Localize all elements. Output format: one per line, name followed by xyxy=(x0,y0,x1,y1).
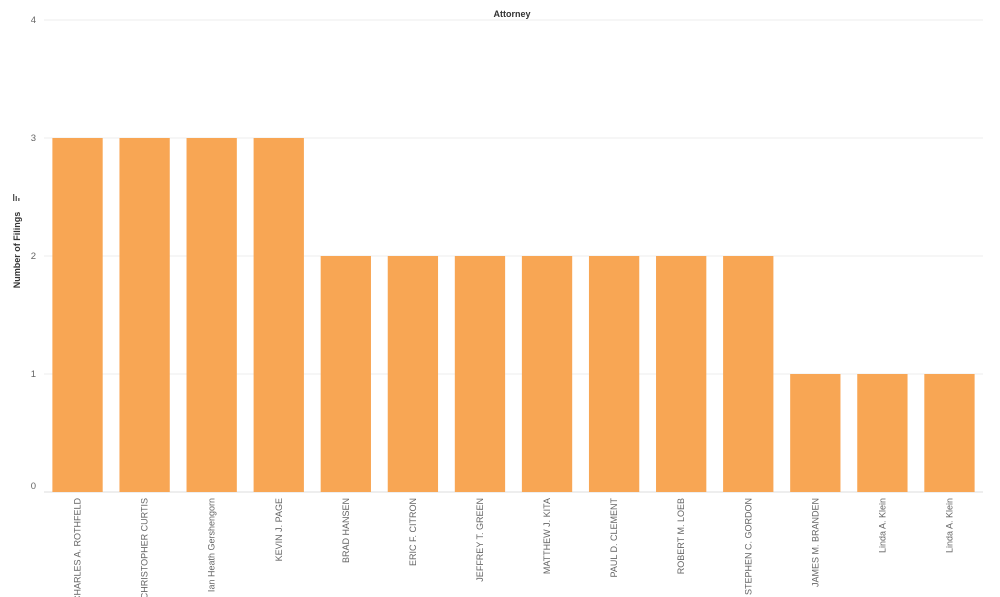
x-category-label: JEFFREY T. GREEN xyxy=(475,498,485,582)
chart-title: Attorney xyxy=(493,9,530,19)
y-axis-ticks: 0 1 2 3 4 xyxy=(31,15,36,492)
x-category-label: CHARLES A. ROTHFELD xyxy=(73,498,83,597)
x-axis-categories: CHARLES A. ROTHFELD CHRISTOPHER CURTIS Ian… xyxy=(73,497,955,597)
bar[interactable] xyxy=(656,256,707,492)
bar[interactable] xyxy=(521,256,573,492)
y-axis-title: Number of Filings xyxy=(12,194,22,288)
x-category-label: MATTHEW J. KITA xyxy=(542,498,552,574)
y-tick-label: 0 xyxy=(31,481,36,492)
x-category-label: JAMES M. BRANDEN xyxy=(810,498,820,587)
x-category-label: BRAD HANSEN xyxy=(341,498,351,563)
bar[interactable] xyxy=(588,256,640,492)
x-category-label: PAUL D. CLEMENT xyxy=(609,497,619,577)
gridlines xyxy=(44,19,983,493)
x-category-label: Linda A. Klein xyxy=(944,498,954,553)
x-category-label: CHRISTOPHER CURTIS xyxy=(140,498,150,597)
x-category-label: ERIC F. CITRON xyxy=(408,498,418,566)
y-tick-label: 3 xyxy=(31,133,36,144)
x-category-label: Ian Heath Gershengorn xyxy=(207,498,217,592)
x-category-label: Linda A. Klein xyxy=(877,498,887,553)
bar[interactable] xyxy=(857,374,908,492)
bar[interactable] xyxy=(454,256,506,492)
y-axis-label: Number of Filings xyxy=(12,212,22,289)
bar[interactable] xyxy=(924,374,975,492)
y-tick-label: 2 xyxy=(31,251,36,262)
bar[interactable] xyxy=(790,374,841,492)
y-tick-label: 1 xyxy=(31,369,36,380)
bar[interactable] xyxy=(723,256,774,492)
bars xyxy=(52,138,975,492)
sort-descending-icon[interactable] xyxy=(13,194,20,201)
x-category-label: STEPHEN C. GORDON xyxy=(743,498,753,595)
x-category-label: ROBERT M. LOEB xyxy=(676,498,686,574)
x-category-label: KEVIN J. PAGE xyxy=(274,498,284,561)
bar[interactable] xyxy=(387,256,439,492)
bar[interactable] xyxy=(320,256,371,492)
bar[interactable] xyxy=(186,138,237,492)
bar[interactable] xyxy=(119,138,170,492)
y-tick-label: 4 xyxy=(31,15,36,26)
bar[interactable] xyxy=(52,138,103,492)
bar[interactable] xyxy=(253,138,304,492)
